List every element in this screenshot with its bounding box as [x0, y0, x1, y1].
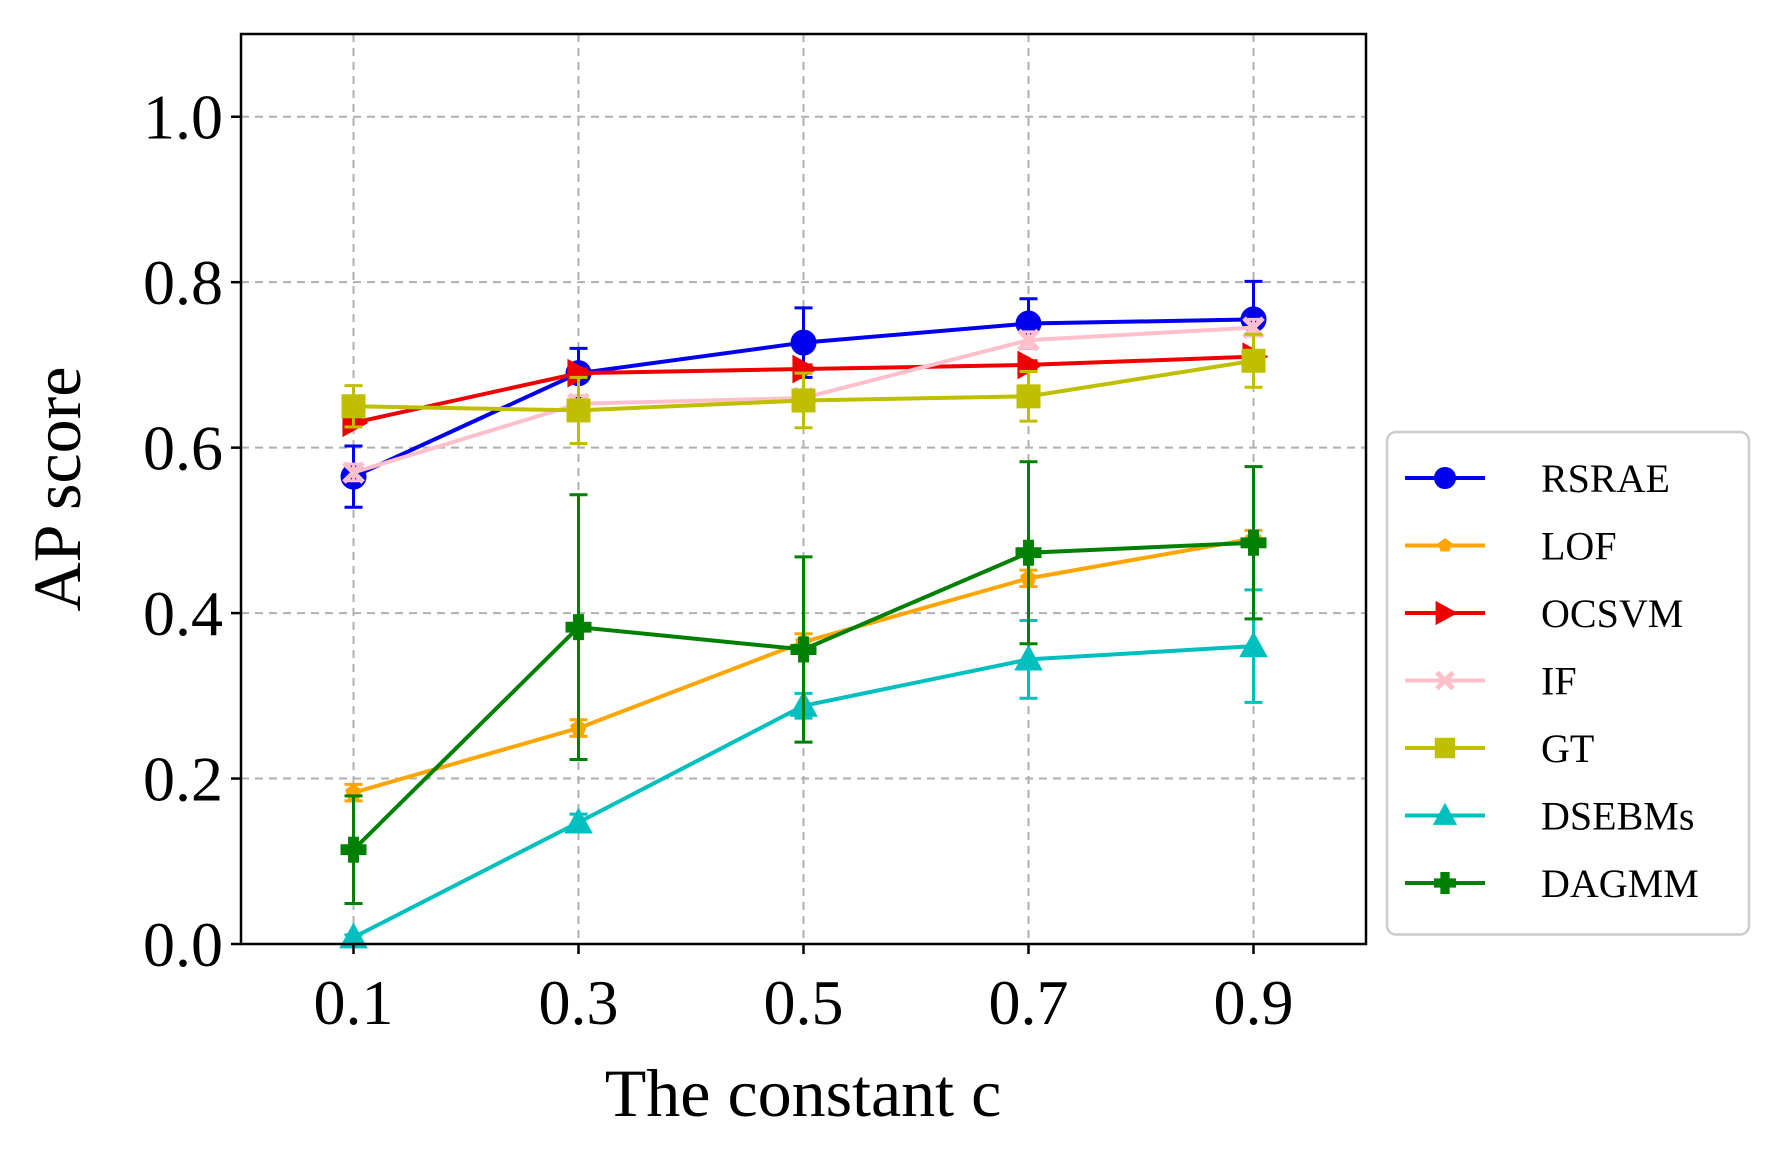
rsrae-point [790, 329, 817, 356]
dsebms-point [1014, 644, 1043, 671]
legend-label-gt: GT [1541, 726, 1594, 771]
legend-item-dsebms: DSEBMs [1405, 794, 1694, 839]
legend-marker-dagmm [1433, 871, 1457, 895]
ocsvm-point [567, 358, 594, 388]
legend-item-lof: LOF [1405, 524, 1617, 569]
y-tick-label: 0.0 [143, 909, 223, 980]
if-point [342, 461, 365, 484]
dsebms-point [339, 922, 368, 949]
x-tick-label: 0.9 [1214, 967, 1294, 1038]
gt-point [341, 394, 366, 419]
legend-marker-rsrae [1433, 466, 1457, 490]
dagmm-point [1240, 529, 1267, 556]
series-gt [341, 332, 1266, 445]
dsebms-point [1239, 631, 1268, 658]
x-tick-label: 0.7 [989, 967, 1069, 1038]
legend-item-gt: GT [1405, 726, 1594, 771]
ocsvm-point [1017, 350, 1044, 380]
legend-label-lof: LOF [1541, 524, 1617, 569]
legend-label-rsrae: RSRAE [1541, 456, 1670, 501]
y-tick-label: 0.6 [143, 413, 223, 484]
dagmm-point [340, 836, 367, 863]
legend-label-ocsvm: OCSVM [1541, 591, 1683, 636]
x-tick-label: 0.3 [539, 967, 619, 1038]
y-tick-label: 1.0 [143, 82, 223, 153]
dsebms-point [564, 807, 593, 834]
legend-marker-if [1435, 670, 1455, 691]
series-dagmm [340, 460, 1267, 905]
y-tick-label: 0.2 [143, 744, 223, 815]
tick-layer: 0.1 0.3 0.5 0.7 0.9 0.0 0.2 0.4 0.6 0.8 1.0 [143, 82, 1294, 1038]
legend: RSRAE LOF OCSVM IF GT DSEBMs DAGMM [1385, 430, 1751, 936]
rsrae-point [1015, 310, 1042, 337]
legend-marker-dsebms [1432, 802, 1458, 825]
legend-item-rsrae: RSRAE [1405, 456, 1670, 501]
legend-marker-lof [1437, 538, 1453, 552]
dagmm-point [1015, 539, 1042, 566]
y-axis-label: AP score [19, 367, 95, 612]
gt-point [791, 388, 816, 413]
series-layer [339, 279, 1269, 949]
x-axis-label: The constant c [605, 1055, 1002, 1131]
legend-marker-ocsvm [1435, 600, 1458, 626]
gt-point [566, 398, 591, 423]
x-tick-label: 0.1 [314, 967, 394, 1038]
legend-marker-gt [1434, 737, 1456, 759]
gt-point [1016, 384, 1041, 409]
grid-layer [241, 34, 1366, 944]
legend-label-if: IF [1541, 659, 1577, 704]
legend-item-ocsvm: OCSVM [1405, 591, 1683, 636]
ocsvm-point [792, 354, 819, 384]
legend-label-dsebms: DSEBMs [1541, 794, 1694, 839]
legend-item-if: IF [1405, 659, 1577, 704]
gt-point [1241, 348, 1266, 373]
y-tick-label: 0.4 [143, 578, 223, 649]
y-tick-label: 0.8 [143, 247, 223, 318]
x-tick-label: 0.5 [764, 967, 844, 1038]
dagmm-point [565, 614, 592, 641]
if-point [1017, 328, 1040, 352]
dagmm-point [790, 636, 817, 663]
legend-box [1385, 430, 1751, 936]
legend-item-dagmm: DAGMM [1405, 861, 1699, 906]
legend-label-dagmm: DAGMM [1541, 861, 1699, 906]
